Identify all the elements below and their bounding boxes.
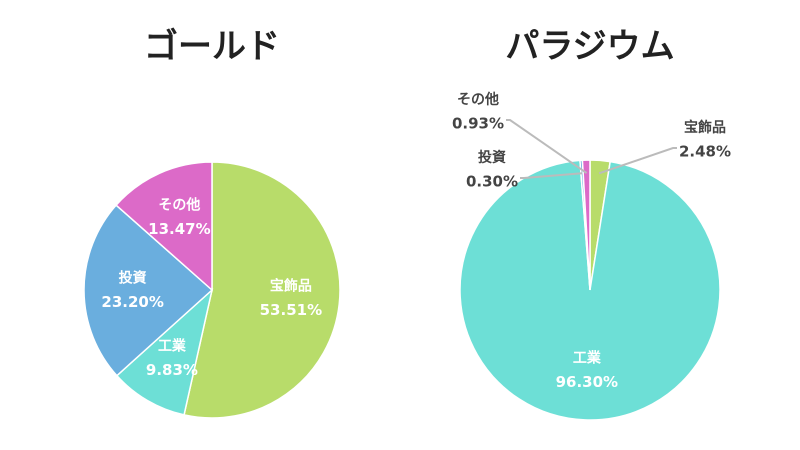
slice-label: 投資 (478, 149, 506, 166)
slice-value-label: 9.83% (146, 361, 198, 379)
pie-slice (115, 161, 213, 292)
leader-line (506, 119, 588, 174)
chart-title: ゴールド (144, 27, 280, 67)
slice-label: 宝飾品 (270, 278, 312, 295)
pie-slice (183, 161, 341, 419)
slice-label: その他 (158, 197, 200, 214)
slice-value-label: 13.47% (148, 220, 210, 238)
slice-value-label: 0.93% (452, 115, 504, 133)
slice-value-label: 96.30% (556, 373, 618, 391)
slice-label: 宝飾品 (684, 119, 726, 136)
slice-value-label: 23.20% (101, 293, 163, 311)
pie-slice (115, 287, 214, 416)
leader-line (520, 172, 583, 179)
slice-value-label: 0.30% (466, 173, 518, 191)
slice-value-label: 2.48% (679, 143, 731, 161)
slice-label: その他 (457, 91, 499, 108)
leader-line (598, 147, 677, 175)
slice-label: 投資 (119, 269, 147, 286)
pie-slice (581, 159, 591, 291)
chart-title: パラジウム (505, 27, 674, 67)
pie-slice (459, 159, 721, 421)
pie-slice (83, 204, 214, 377)
slice-label: 工業 (573, 350, 602, 367)
slice-label: 工業 (158, 338, 187, 355)
slice-value-label: 53.51% (260, 301, 322, 319)
